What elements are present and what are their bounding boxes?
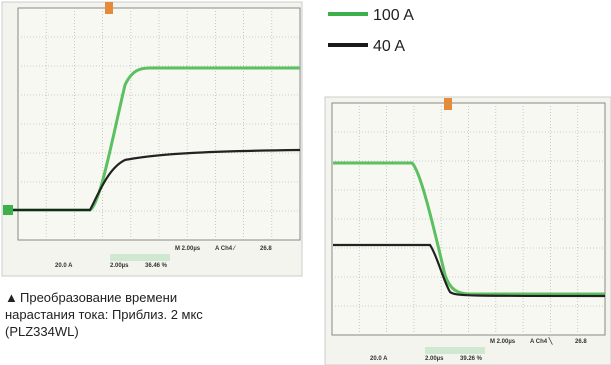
status-box bbox=[425, 347, 485, 354]
grid bbox=[18, 8, 300, 240]
status-box bbox=[110, 254, 170, 261]
level: 26.8 bbox=[575, 339, 587, 345]
caption-line: (PLZ334WL) bbox=[5, 324, 79, 339]
trace-100a bbox=[5, 66, 300, 212]
scope-grid bbox=[331, 102, 606, 336]
trace-100a bbox=[333, 161, 605, 296]
legend: 100 A 40 A bbox=[328, 7, 414, 55]
marker bbox=[3, 205, 13, 215]
timebase: M 2.00µs bbox=[175, 246, 201, 252]
trigger-marker bbox=[444, 98, 452, 110]
trace-40a bbox=[5, 148, 301, 212]
timebase: M 2.00µs bbox=[490, 339, 516, 345]
scale: 20.0 A bbox=[55, 263, 73, 269]
caption-line: нарастания тока: Приблиз. 2 мкс bbox=[5, 307, 203, 322]
grid bbox=[332, 103, 605, 335]
caption-marker: ▲ bbox=[5, 290, 18, 305]
trigger: A Ch4 ╲ bbox=[530, 337, 554, 345]
level: 26.8 bbox=[260, 246, 272, 252]
scale: 20.0 A bbox=[370, 356, 388, 362]
trace-40a bbox=[333, 243, 606, 298]
readout: 39.26 % bbox=[460, 356, 483, 362]
legend-label: 100 A bbox=[373, 7, 414, 24]
trigger: A Ch4 ⁄ bbox=[215, 246, 237, 252]
readout: 36.46 % bbox=[145, 263, 168, 269]
legend-label: 40 A bbox=[373, 38, 405, 55]
time: 2.00µs bbox=[425, 356, 444, 362]
caption-line: Преобразование времени bbox=[20, 290, 177, 305]
time: 2.00µs bbox=[110, 263, 129, 269]
trigger-marker bbox=[105, 2, 113, 14]
